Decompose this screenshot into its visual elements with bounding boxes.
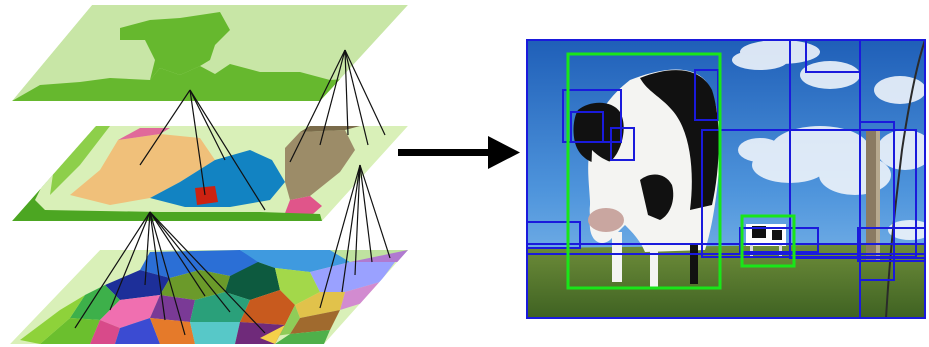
layer-middle xyxy=(12,126,408,221)
photo-with-bounding-boxes xyxy=(526,39,926,319)
right-arrow-icon xyxy=(398,136,520,169)
clouds xyxy=(732,40,925,240)
candidate-box xyxy=(526,243,926,255)
photo xyxy=(527,40,925,318)
candidate-box xyxy=(526,221,581,249)
candidate-box xyxy=(570,111,604,143)
layer-top xyxy=(12,5,408,101)
selected-box-foreground-cow xyxy=(566,52,722,290)
candidate-box xyxy=(739,227,819,253)
candidate-box xyxy=(859,121,895,281)
segmentation-layers xyxy=(10,5,408,344)
selected-box-background-cow xyxy=(740,214,796,268)
hierarchy-lines-middle-bottom xyxy=(74,164,391,336)
candidate-box xyxy=(694,69,719,121)
hierarchy-lines-top-middle xyxy=(139,49,386,211)
candidate-boxes xyxy=(526,39,926,319)
candidate-box xyxy=(610,127,635,161)
selected-boxes xyxy=(566,52,796,290)
layer-bottom xyxy=(10,250,408,344)
